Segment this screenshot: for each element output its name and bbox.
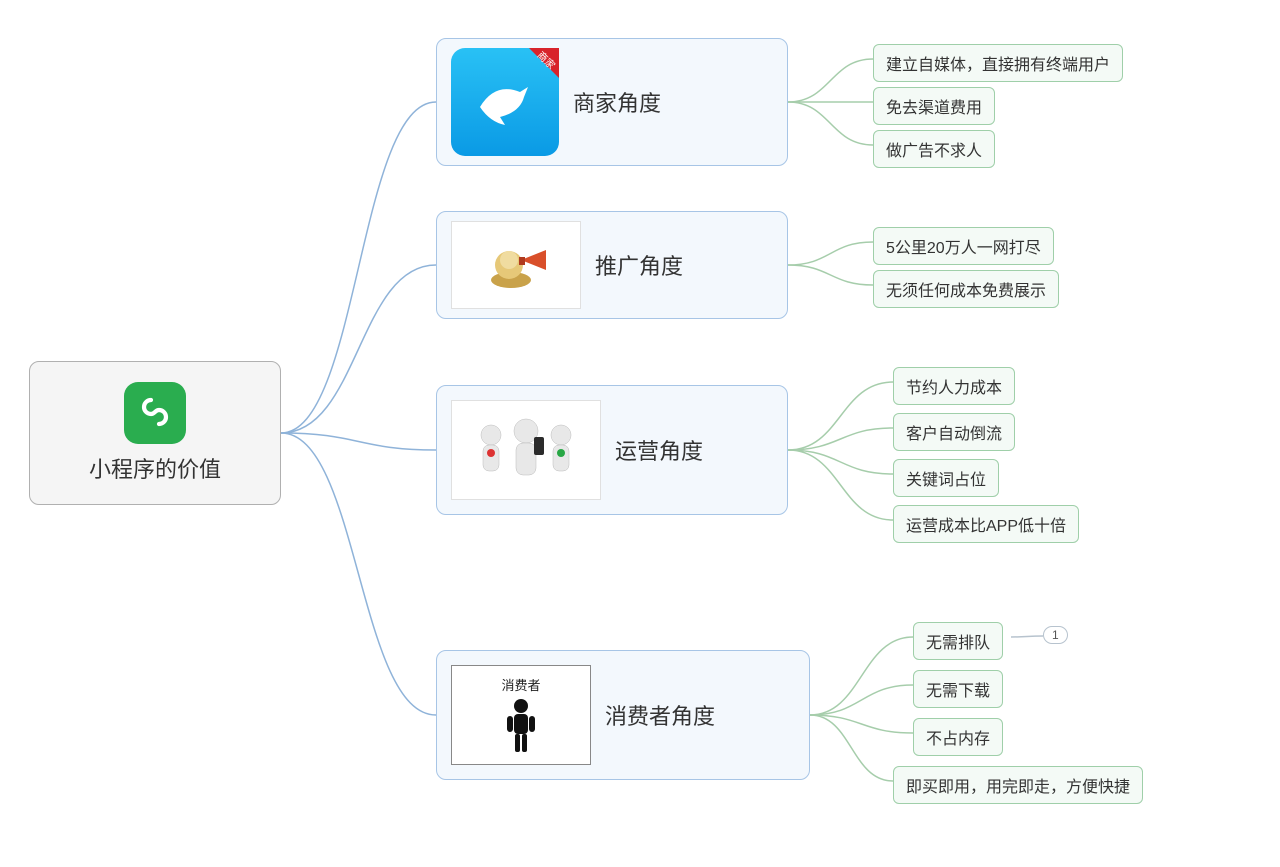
consumer-icon: 消费者 [451,665,591,765]
count-badge: 1 [1043,626,1068,644]
root-label: 小程序的价值 [89,452,221,484]
leaf[interactable]: 运营成本比APP低十倍 [893,505,1079,543]
miniprogram-icon [124,382,186,444]
leaf[interactable]: 免去渠道费用 [873,87,995,125]
leaf[interactable]: 关键词占位 [893,459,999,497]
leaf[interactable]: 无需下载 [913,670,1003,708]
branch-label: 商家角度 [573,86,661,118]
leaf[interactable]: 节约人力成本 [893,367,1015,405]
leaf[interactable]: 即买即用，用完即走，方便快捷 [893,766,1143,804]
leaf[interactable]: 无须任何成本免费展示 [873,270,1059,308]
branch-label: 消费者角度 [605,699,715,731]
people-icon [451,400,601,500]
branch-consumer[interactable]: 消费者 消费者角度 [436,650,810,780]
branch-ops[interactable]: 运营角度 [436,385,788,515]
megaphone-icon [451,221,581,309]
leaf[interactable]: 建立自媒体，直接拥有终端用户 [873,44,1123,82]
bird-icon: 商家 [451,48,559,156]
leaf[interactable]: 5公里20万人一网打尽 [873,227,1054,265]
branch-promo[interactable]: 推广角度 [436,211,788,319]
branch-merchant[interactable]: 商家 商家角度 [436,38,788,166]
leaf[interactable]: 做广告不求人 [873,130,995,168]
leaf[interactable]: 无需排队 [913,622,1003,660]
branch-label: 推广角度 [595,249,683,281]
leaf[interactable]: 不占内存 [913,718,1003,756]
leaf[interactable]: 客户自动倒流 [893,413,1015,451]
branch-label: 运营角度 [615,434,703,466]
root-node[interactable]: 小程序的价值 [29,361,281,505]
